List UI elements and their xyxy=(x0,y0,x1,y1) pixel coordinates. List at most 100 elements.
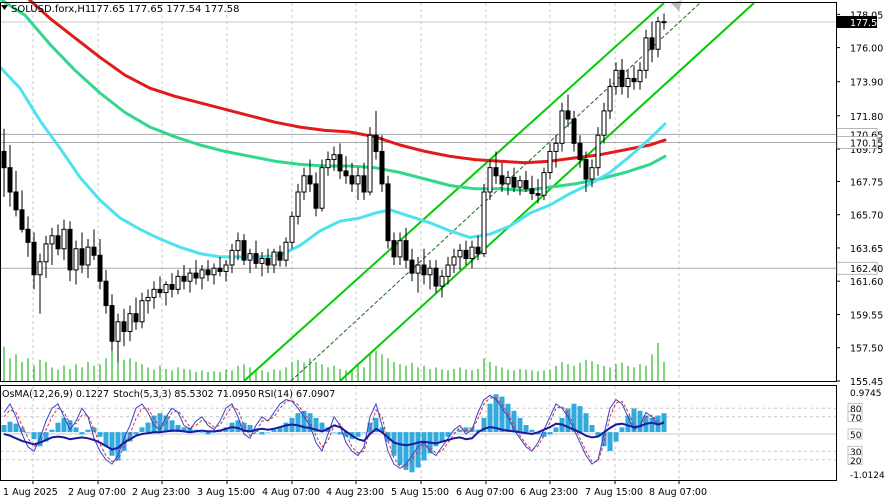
osma-bar xyxy=(631,408,637,433)
osma-bar xyxy=(391,432,397,456)
osma-bar xyxy=(571,403,577,433)
price-tick-label: 173.90 xyxy=(850,78,883,89)
osma-bar xyxy=(487,403,493,433)
candle-bear xyxy=(571,118,577,144)
candle-bear xyxy=(529,188,535,195)
osma-bar xyxy=(277,427,283,433)
candle-bull xyxy=(295,191,301,217)
price-tick-label: 176.00 xyxy=(850,44,883,55)
osma-bar xyxy=(1,425,7,433)
oscillator-level-label: 20 xyxy=(850,457,862,467)
candle-bull xyxy=(625,77,631,88)
osma-bar xyxy=(577,406,583,433)
price-tick-label: 171.80 xyxy=(850,112,883,123)
osma-bar xyxy=(43,432,49,442)
candle-bear xyxy=(649,37,655,50)
price-tick-label: 157.50 xyxy=(850,344,883,355)
candle-bear xyxy=(343,170,349,177)
candle-bear xyxy=(253,253,259,264)
osma-bar xyxy=(103,432,109,447)
osma-bar xyxy=(475,429,481,433)
price-level-label: 162.40 xyxy=(850,264,883,275)
osma-bar xyxy=(13,423,19,433)
candle-bull xyxy=(451,256,457,266)
candle-bear xyxy=(349,175,355,185)
osma-bar xyxy=(49,429,55,433)
osma-bar xyxy=(499,396,505,433)
osma-bar xyxy=(421,432,427,461)
oscillator-level-label: 70 xyxy=(850,414,862,424)
candle-bull xyxy=(223,264,229,272)
osma-bar xyxy=(463,427,469,433)
candle-bull xyxy=(331,154,337,161)
osma-bar xyxy=(343,432,349,437)
osma-bar xyxy=(31,432,37,440)
oscillator-level-box xyxy=(847,411,863,423)
ohlc-label: 177.65 177.65 177.54 177.58 xyxy=(90,4,240,15)
osma-bar xyxy=(307,413,313,433)
oscillator-level-label: 80 xyxy=(850,405,862,415)
oscillator-level-box xyxy=(847,428,863,440)
candle-bull xyxy=(541,172,547,196)
price-level-lines xyxy=(0,21,836,269)
candle-bull xyxy=(229,249,235,266)
triangle-down-icon[interactable] xyxy=(1,5,8,10)
candle-bull xyxy=(325,159,331,169)
regression-channel[interactable] xyxy=(243,2,755,382)
price-tick-label: 163.65 xyxy=(850,244,883,255)
osma-bar xyxy=(85,429,91,433)
candle-bear xyxy=(169,283,175,290)
candle-bull xyxy=(595,134,601,169)
candle-bull xyxy=(301,175,307,193)
time-tick-label: 1 Aug 2025 xyxy=(3,487,58,498)
stoch-label: Stoch(5,3,3) 85.5302 71.0950 xyxy=(113,389,256,400)
candle-bull xyxy=(559,110,565,144)
rsi-label: RSI(14) 67.0907 xyxy=(258,389,335,400)
candle-bear xyxy=(181,275,187,282)
candle-bear xyxy=(241,240,247,261)
osma-bar xyxy=(181,427,187,433)
candle-bear xyxy=(19,209,25,230)
time-axis: 1 Aug 2025 2 Aug 07:00 2 Aug 23:00 3 Aug 15… xyxy=(3,480,707,498)
stoch_main-line xyxy=(3,394,665,470)
osma-bar xyxy=(247,425,253,433)
time-tick-label: 8 Aug 07:00 xyxy=(649,487,707,498)
time-tick-label: 2 Aug 07:00 xyxy=(68,487,126,498)
candle-bear xyxy=(97,254,103,282)
volume-bars xyxy=(3,343,665,381)
candle-bear xyxy=(493,167,499,177)
candle-bull xyxy=(73,248,79,271)
candle-bear xyxy=(661,21,667,24)
osma-bar xyxy=(313,417,319,433)
moving-average-line xyxy=(27,0,667,165)
osma-min-label: -1.0124 xyxy=(850,471,885,481)
current-price-box xyxy=(837,15,877,28)
oscillator-chart[interactable] xyxy=(0,386,836,480)
osma-bar xyxy=(451,432,457,433)
osma-bar xyxy=(361,432,367,433)
osma-bar xyxy=(433,432,439,447)
osma-bar xyxy=(97,432,103,437)
osma-bar xyxy=(439,432,445,442)
candle-bull xyxy=(547,150,553,174)
candle-bull xyxy=(517,180,523,188)
osma-bar xyxy=(19,427,25,433)
candle-bear xyxy=(1,150,7,169)
osma-bar xyxy=(301,410,307,433)
candle-bear xyxy=(217,267,223,272)
time-tick-label: 4 Aug 07:00 xyxy=(262,487,320,498)
candle-bear xyxy=(79,248,85,266)
time-tick-label: 2 Aug 23:00 xyxy=(132,487,190,498)
candle-bear xyxy=(535,193,541,196)
candle-bear xyxy=(499,175,505,185)
osma-bar xyxy=(133,432,139,435)
candle-bear xyxy=(205,269,211,276)
osma-bar xyxy=(613,432,619,442)
candle-bear xyxy=(583,159,589,180)
candle-bull xyxy=(487,167,493,193)
candle-bull xyxy=(439,275,445,287)
osma-bar xyxy=(91,427,97,433)
price-chart[interactable] xyxy=(0,0,836,382)
osma-label: OsMA(12,26,9) 0.1227 xyxy=(2,389,109,400)
